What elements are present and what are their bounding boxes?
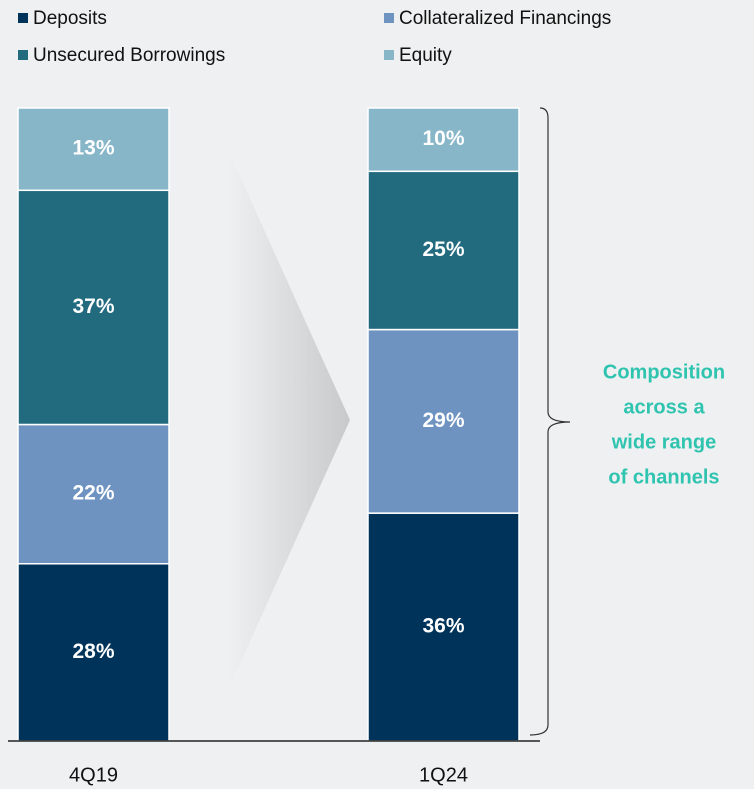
data-label: 36% [422,615,464,638]
annotation: wide range [611,431,716,453]
data-label: 28% [72,640,114,663]
legend-swatch [18,50,28,60]
legend-label: Collateralized Financings [399,8,611,29]
annotation: of channels [608,466,719,488]
transition-arrow [228,150,350,690]
data-label: 10% [422,127,464,150]
bar-segment [367,512,520,742]
legend-label: Deposits [33,8,107,29]
data-label: 37% [72,295,114,318]
x-tick-label: 1Q24 [419,764,468,786]
data-label: 22% [72,482,114,505]
bracket [529,107,571,736]
legend-swatch [18,13,28,23]
bar-segment [367,170,520,331]
legend-label: Equity [399,45,452,66]
legend-swatch [384,13,394,23]
data-label: 13% [72,137,114,160]
bar-segment [17,107,170,192]
legend-swatch [384,50,394,60]
bar-segment [367,107,520,173]
x-tick-label: 4Q19 [69,764,118,786]
data-label: 25% [422,238,464,261]
annotation: across a [623,396,705,418]
annotation: Composition [603,361,725,383]
data-label: 29% [422,409,464,432]
bar-segment [17,563,170,742]
bar-segment [17,423,170,565]
legend-label: Unsecured Borrowings [33,45,225,66]
bar-segment [367,328,520,514]
